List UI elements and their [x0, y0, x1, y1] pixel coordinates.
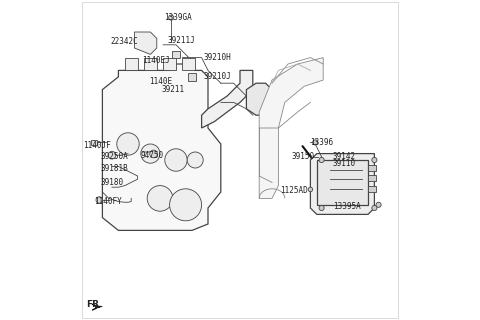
Polygon shape [259, 58, 323, 198]
Text: 1339GA: 1339GA [164, 13, 192, 22]
Circle shape [319, 205, 324, 211]
Polygon shape [311, 154, 374, 214]
Text: 94750: 94750 [141, 151, 164, 160]
Polygon shape [182, 58, 195, 70]
Circle shape [96, 197, 102, 203]
Polygon shape [96, 306, 102, 308]
Text: 39210H: 39210H [203, 53, 231, 62]
Polygon shape [134, 32, 157, 54]
Text: 39211J: 39211J [168, 36, 196, 44]
Circle shape [372, 157, 377, 163]
Circle shape [376, 202, 381, 207]
Text: 39210J: 39210J [203, 72, 231, 81]
Text: 1140E: 1140E [149, 77, 172, 86]
Polygon shape [102, 64, 221, 230]
Text: 1125AD: 1125AD [280, 186, 308, 195]
Text: 39150: 39150 [291, 152, 314, 161]
Text: 39250A: 39250A [101, 152, 129, 161]
Polygon shape [144, 58, 157, 70]
Text: 39181B: 39181B [101, 164, 129, 172]
Text: 39211: 39211 [162, 85, 185, 94]
Bar [172, 51, 180, 58]
Text: 1140FY: 1140FY [95, 197, 122, 206]
Bar [368, 165, 376, 171]
Circle shape [117, 133, 139, 155]
Bar [368, 186, 376, 192]
Text: FR.: FR. [86, 300, 103, 309]
Circle shape [187, 152, 203, 168]
Polygon shape [202, 70, 253, 128]
Circle shape [312, 140, 318, 145]
Polygon shape [125, 58, 138, 70]
Text: 1140EJ: 1140EJ [143, 56, 170, 65]
Circle shape [165, 149, 187, 171]
Text: 13396: 13396 [311, 138, 334, 147]
Circle shape [141, 144, 160, 163]
Circle shape [169, 189, 202, 221]
Circle shape [319, 157, 324, 163]
Polygon shape [163, 58, 176, 70]
Circle shape [168, 15, 174, 20]
Text: 39110: 39110 [333, 159, 356, 168]
Circle shape [150, 150, 157, 158]
Polygon shape [246, 83, 272, 115]
Bar [317, 160, 368, 205]
Text: 1140JF: 1140JF [83, 141, 111, 150]
Bar [91, 140, 97, 145]
Text: 13395A: 13395A [333, 202, 360, 211]
Text: 39142: 39142 [333, 152, 356, 161]
Circle shape [147, 186, 173, 211]
Circle shape [308, 187, 312, 192]
Circle shape [372, 205, 377, 211]
Bar [188, 73, 196, 81]
Text: 39180: 39180 [101, 178, 124, 187]
Bar [368, 175, 376, 181]
Text: 22342C: 22342C [110, 37, 138, 46]
Circle shape [108, 151, 116, 159]
